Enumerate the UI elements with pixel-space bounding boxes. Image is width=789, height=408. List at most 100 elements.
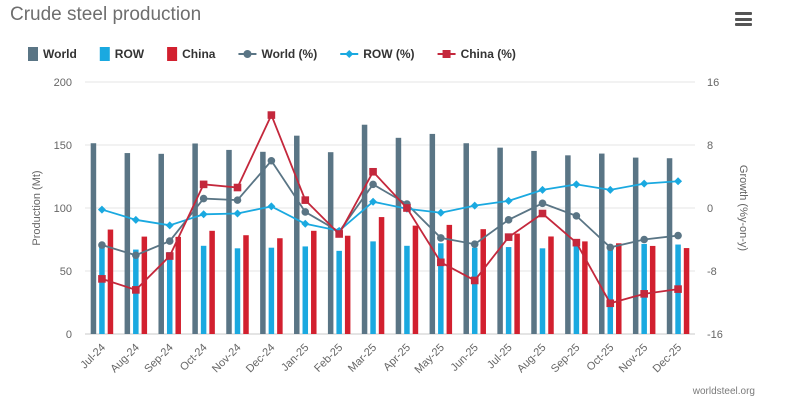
point-world[interactable] <box>165 237 174 245</box>
point-row[interactable] <box>199 210 208 219</box>
bar-china[interactable] <box>412 225 419 334</box>
bar-china[interactable] <box>243 235 249 334</box>
point-china[interactable] <box>674 285 682 293</box>
point-china[interactable] <box>606 299 615 308</box>
point-china[interactable] <box>199 180 208 189</box>
point-world[interactable] <box>640 235 648 244</box>
bar-china[interactable] <box>446 224 453 334</box>
bar-world[interactable] <box>124 153 131 334</box>
point-row[interactable] <box>301 219 310 228</box>
point-row[interactable] <box>572 180 581 189</box>
bar-world[interactable] <box>327 152 334 334</box>
bar-row[interactable] <box>641 243 647 334</box>
bar-china[interactable] <box>344 235 351 334</box>
bar-world[interactable] <box>632 157 639 334</box>
bar-china[interactable] <box>141 236 148 334</box>
bar-world[interactable] <box>192 143 198 334</box>
point-world[interactable] <box>233 196 242 204</box>
bar-world[interactable] <box>260 151 266 334</box>
point-china[interactable] <box>504 233 513 241</box>
bar-row[interactable] <box>573 245 580 334</box>
point-world[interactable] <box>674 231 682 240</box>
point-china[interactable] <box>98 275 106 283</box>
bar-row[interactable] <box>336 250 342 334</box>
bar-world[interactable] <box>361 124 368 335</box>
bar-row[interactable] <box>404 245 410 334</box>
bar-row[interactable] <box>200 245 207 334</box>
point-china[interactable] <box>470 276 479 285</box>
point-row[interactable] <box>640 179 649 188</box>
bar-china[interactable] <box>649 245 656 334</box>
point-china[interactable] <box>267 111 276 119</box>
legend-swatch-world[interactable] <box>28 47 38 61</box>
legend-swatch-row[interactable] <box>99 47 110 61</box>
bar-row[interactable] <box>370 241 376 334</box>
bar-row[interactable] <box>302 246 309 334</box>
bar-world[interactable] <box>599 153 605 334</box>
point-china[interactable] <box>165 252 174 260</box>
point-world[interactable] <box>199 194 208 203</box>
bar-world[interactable] <box>294 135 300 334</box>
point-world[interactable] <box>132 251 140 260</box>
bar-china[interactable] <box>209 230 215 334</box>
bar-china[interactable] <box>616 243 622 334</box>
point-row[interactable] <box>267 202 276 211</box>
bar-row[interactable] <box>234 248 241 334</box>
point-world[interactable] <box>538 199 547 208</box>
bar-china[interactable] <box>311 230 317 334</box>
bar-world[interactable] <box>565 155 571 334</box>
point-row[interactable] <box>97 205 106 214</box>
point-china[interactable] <box>538 209 547 218</box>
bar-world[interactable] <box>226 149 232 334</box>
point-row[interactable] <box>606 185 615 194</box>
bar-china[interactable] <box>277 238 283 334</box>
bar-row[interactable] <box>166 252 173 334</box>
bar-world[interactable] <box>429 133 436 334</box>
point-china[interactable] <box>233 183 242 192</box>
bar-world[interactable] <box>497 147 503 334</box>
point-china[interactable] <box>369 167 377 176</box>
point-row[interactable] <box>436 208 445 217</box>
hamburger-menu-icon[interactable] <box>735 12 752 26</box>
bar-china[interactable] <box>548 236 554 334</box>
point-row[interactable] <box>233 209 242 218</box>
point-row[interactable] <box>470 201 479 210</box>
point-world[interactable] <box>369 180 377 189</box>
point-world[interactable] <box>606 243 615 252</box>
point-china[interactable] <box>132 286 140 294</box>
bar-china[interactable] <box>683 248 690 334</box>
point-china[interactable] <box>335 230 343 238</box>
point-row[interactable] <box>504 196 513 205</box>
point-world[interactable] <box>504 216 513 224</box>
bar-row[interactable] <box>607 244 614 334</box>
bar-china[interactable] <box>175 236 181 334</box>
bar-world[interactable] <box>531 150 537 334</box>
bar-china[interactable] <box>582 241 588 334</box>
point-china[interactable] <box>403 204 411 212</box>
point-world[interactable] <box>267 156 276 165</box>
bar-china[interactable] <box>378 217 385 334</box>
point-world[interactable] <box>572 212 581 220</box>
point-row[interactable] <box>131 215 140 224</box>
point-row[interactable] <box>165 221 174 230</box>
point-world[interactable] <box>301 208 310 216</box>
point-world[interactable] <box>437 234 445 242</box>
bar-row[interactable] <box>505 247 512 334</box>
bar-china[interactable] <box>480 229 486 334</box>
bar-world[interactable] <box>666 158 673 334</box>
bar-row[interactable] <box>268 247 275 334</box>
point-china[interactable] <box>301 196 310 204</box>
bar-row[interactable] <box>99 247 105 334</box>
bar-row[interactable] <box>438 243 444 334</box>
bar-world[interactable] <box>463 143 469 334</box>
legend-swatch-china[interactable] <box>167 47 178 61</box>
bar-row[interactable] <box>471 247 478 334</box>
point-world[interactable] <box>98 241 106 249</box>
point-china[interactable] <box>572 238 581 247</box>
point-world[interactable] <box>470 240 479 249</box>
point-row[interactable] <box>538 185 547 194</box>
bar-world[interactable] <box>395 137 402 334</box>
point-china[interactable] <box>640 290 648 298</box>
bar-world[interactable] <box>90 143 97 334</box>
source-credit[interactable]: worldsteel.org <box>692 386 755 397</box>
